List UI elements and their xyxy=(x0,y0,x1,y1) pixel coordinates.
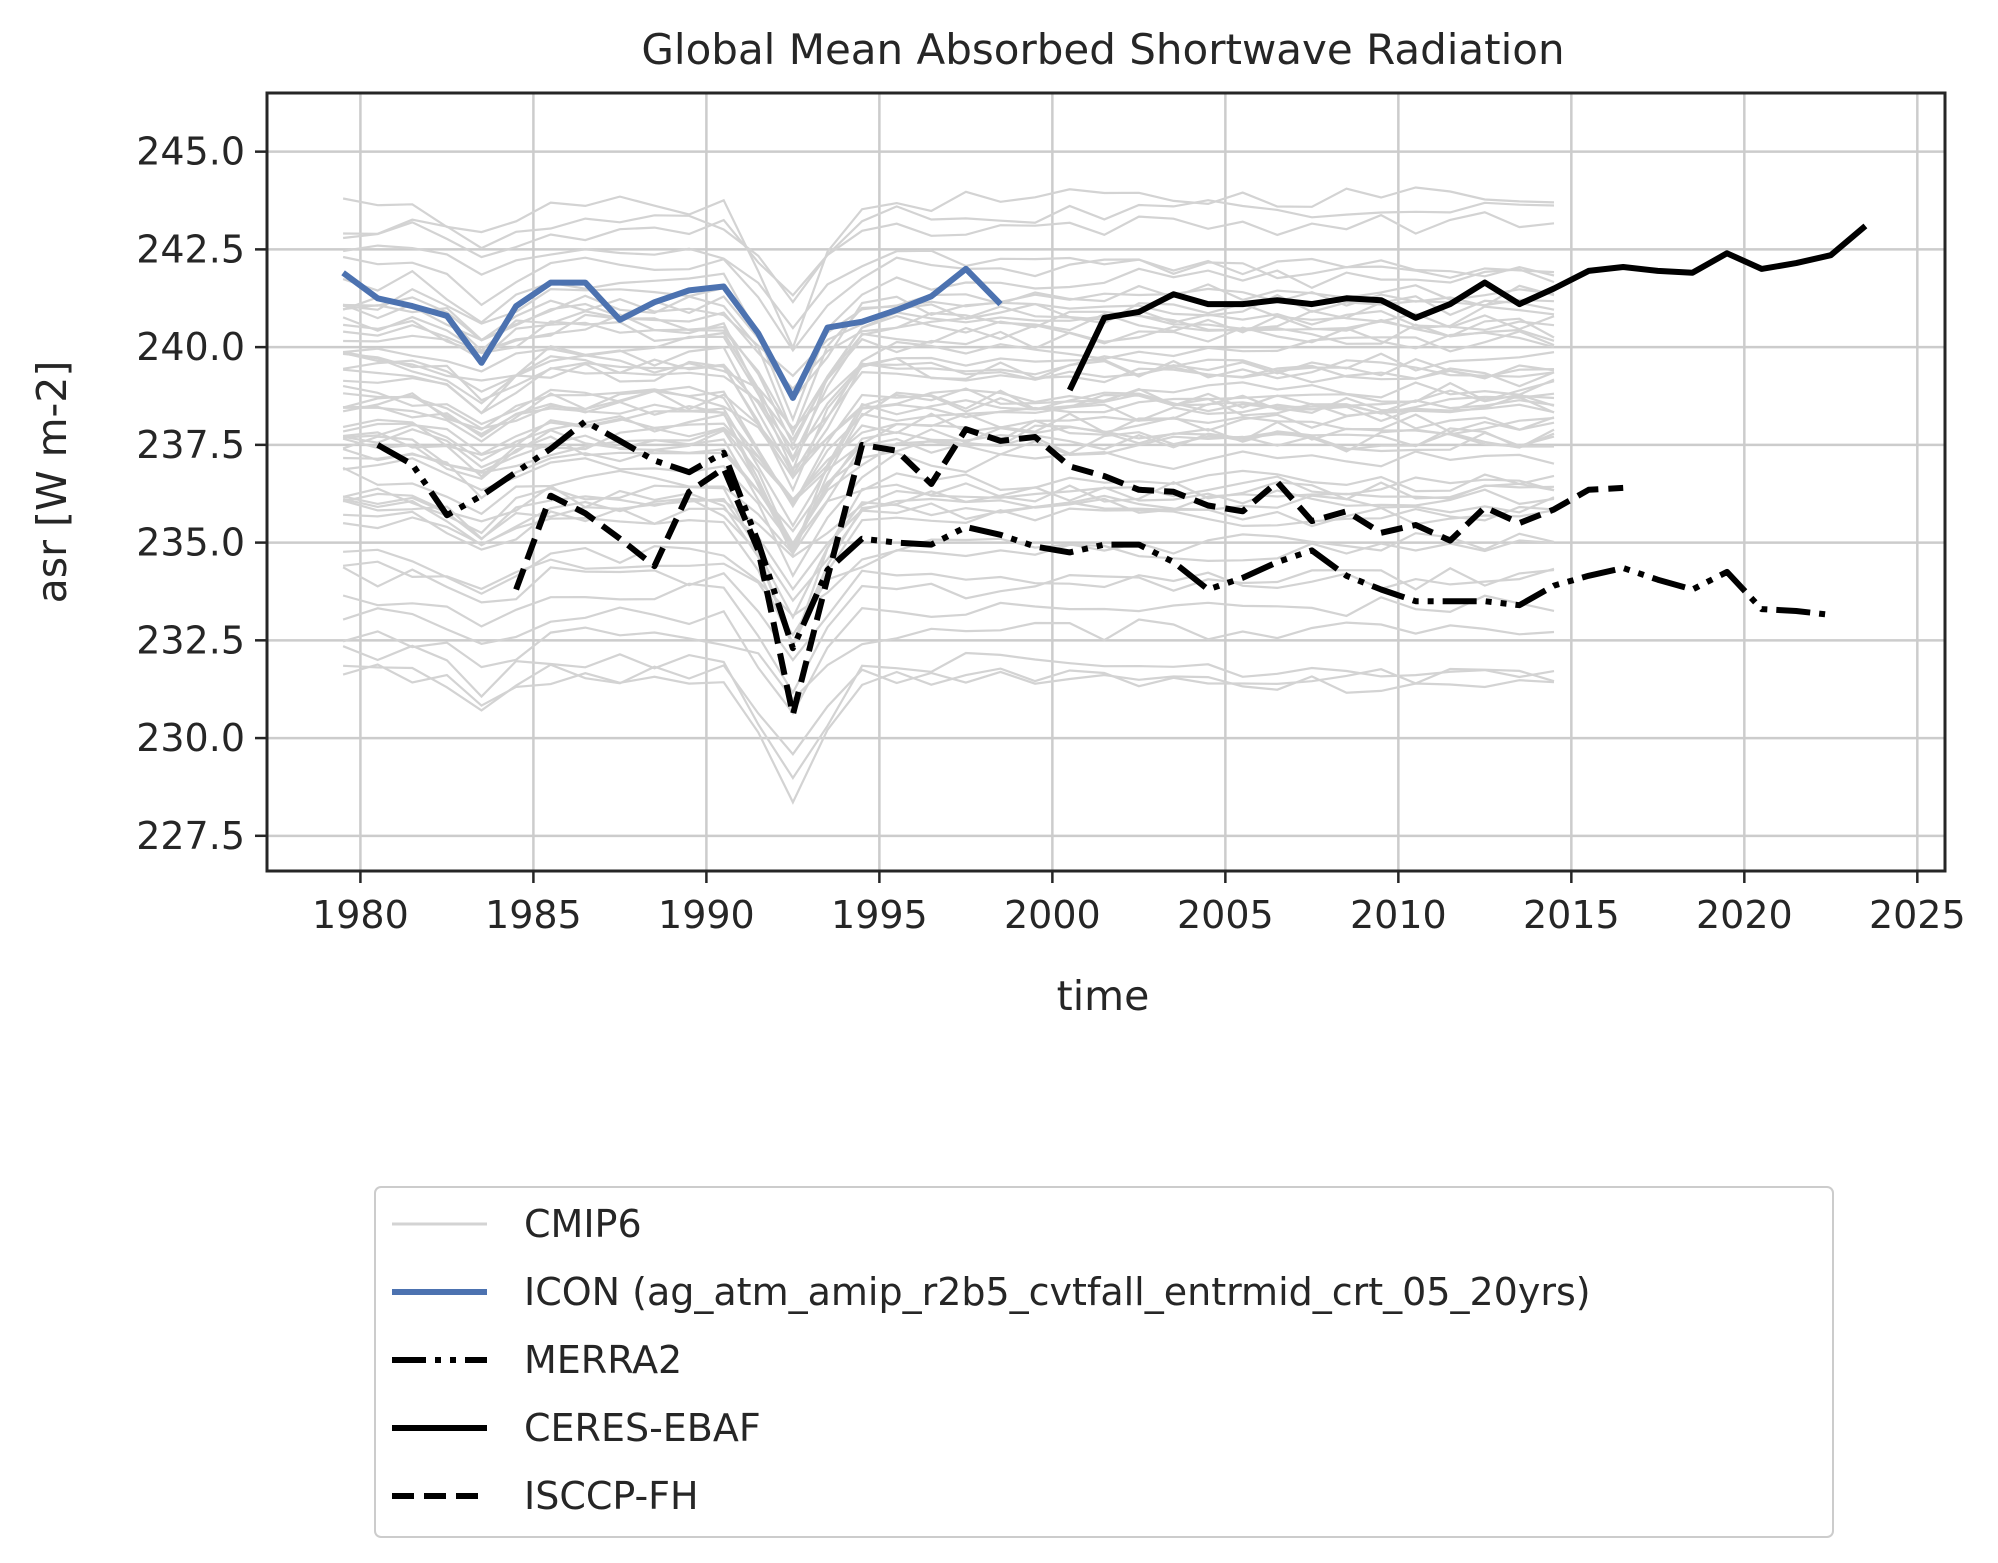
cmip6-member-line xyxy=(342,378,1555,479)
y-tick-label: 237.5 xyxy=(136,423,245,467)
x-tick-label: 2015 xyxy=(1523,893,1620,937)
x-tick-label: 1985 xyxy=(485,893,582,937)
x-tick-label: 1990 xyxy=(658,893,755,937)
cmip6-member-line xyxy=(342,330,1555,477)
cmip6-member-line xyxy=(343,394,1555,557)
cmip6-member-line xyxy=(342,505,1555,649)
legend-label-icon: ICON (ag_atm_amip_r2b5_cvtfall_entrmid_c… xyxy=(524,1270,1591,1314)
cmip6-member-line xyxy=(342,244,1555,330)
legend-item-icon: ICON (ag_atm_amip_r2b5_cvtfall_entrmid_c… xyxy=(392,1270,1591,1314)
y-axis-label: asr [W m-2] xyxy=(28,361,76,604)
series-line-merra2 xyxy=(376,418,1832,652)
cmip6-member-line xyxy=(342,426,1555,552)
legend-label-cmip6: CMIP6 xyxy=(524,1202,642,1246)
y-tick-label: 245.0 xyxy=(136,130,245,174)
legend-label-ceres-ebaf: CERES-EBAF xyxy=(524,1406,761,1450)
cmip6-member-line xyxy=(342,663,1555,805)
cmip6-member-line xyxy=(342,567,1555,695)
cmip6-member-line xyxy=(342,484,1555,648)
cmip6-member-line xyxy=(343,293,1555,402)
y-tick-label: 227.5 xyxy=(136,814,245,858)
legend-frame xyxy=(374,1186,1834,1538)
series-line-icon xyxy=(341,265,1003,401)
x-tick-label: 2000 xyxy=(1004,893,1101,937)
y-tick-label: 230.0 xyxy=(136,716,245,760)
cmip6-member-line xyxy=(342,323,1555,442)
cmip6-member-line xyxy=(342,394,1555,528)
cmip6-member-line xyxy=(342,618,1555,702)
y-axis-ticks: 227.5 230.0 232.5 235.0 237.5 240.0 242.5 245.0 xyxy=(136,130,267,858)
cmip6-member-line xyxy=(343,295,1555,448)
legend-label-merra2: MERRA2 xyxy=(524,1338,682,1382)
x-tick-label: 2010 xyxy=(1350,893,1447,937)
series-line-ceres-ebaf xyxy=(1066,223,1868,392)
y-tick-label: 232.5 xyxy=(136,618,245,662)
legend-label-isccp-fh: ISCCP-FH xyxy=(524,1474,699,1518)
x-tick-label: 1995 xyxy=(831,893,928,937)
cmip6-member-line xyxy=(343,351,1555,493)
cmip6-member-line xyxy=(342,539,1555,637)
cmip6-member-line xyxy=(342,594,1555,716)
x-tick-label: 1980 xyxy=(312,893,409,937)
legend-item-cmip6: CMIP6 xyxy=(392,1202,642,1246)
cmip6-member-line xyxy=(342,466,1555,556)
cmip6-member-line xyxy=(342,310,1555,474)
cmip6-member-line xyxy=(342,566,1555,662)
x-tick-label: 2025 xyxy=(1869,893,1966,937)
cmip6-member-line xyxy=(342,350,1555,480)
legend: CMIP6 ICON (ag_atm_amip_r2b5_cvtfall_ent… xyxy=(374,1186,1834,1538)
cmip6-member-line xyxy=(342,428,1555,533)
legend-item-ceres-ebaf: CERES-EBAF xyxy=(392,1406,761,1450)
chart-title: Global Mean Absorbed Shortwave Radiation xyxy=(641,25,1564,74)
x-axis-ticks: 1980 1985 1990 1995 2000 2005 2010 2015 2020 2025 xyxy=(312,871,1966,937)
x-tick-label: 2005 xyxy=(1177,893,1274,937)
x-axis-label: time xyxy=(1057,972,1150,1020)
cmip6-member-line xyxy=(343,663,1555,756)
legend-item-isccp-fh: ISCCP-FH xyxy=(392,1474,699,1518)
cmip6-member-line xyxy=(342,186,1555,351)
y-tick-label: 235.0 xyxy=(136,521,245,565)
cmip6-member-line xyxy=(343,199,1555,304)
cmip6-member-line xyxy=(342,450,1555,579)
cmip6-member-line xyxy=(342,644,1555,781)
cmip6-member-line xyxy=(342,480,1555,559)
cmip6-member-line xyxy=(342,416,1555,546)
y-tick-label: 240.0 xyxy=(136,325,245,369)
cmip6-member-line xyxy=(342,354,1555,430)
series-line-isccp-fh xyxy=(513,426,1624,718)
x-tick-label: 2020 xyxy=(1696,893,1793,937)
series-group xyxy=(341,223,1868,718)
plot-frame xyxy=(265,91,1947,873)
legend-item-merra2: MERRA2 xyxy=(392,1338,682,1382)
y-tick-label: 242.5 xyxy=(136,227,245,271)
cmip6-member-line xyxy=(342,211,1555,297)
cmip6-member-line xyxy=(342,302,1555,391)
cmip6-member-line xyxy=(343,532,1555,618)
